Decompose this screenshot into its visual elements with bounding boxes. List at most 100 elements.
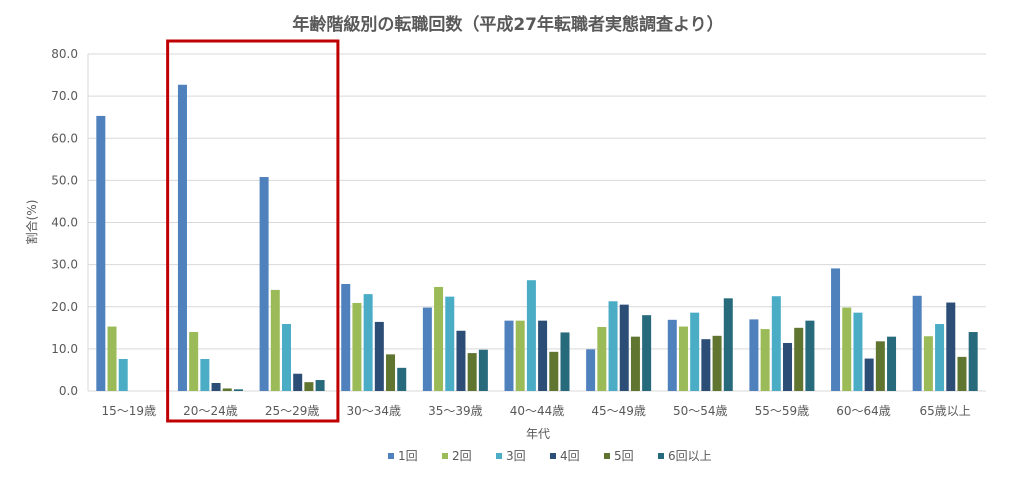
bar	[760, 329, 770, 391]
bar	[831, 268, 841, 391]
bar	[107, 326, 117, 391]
legend-label: 2回	[452, 449, 472, 463]
bar	[445, 296, 455, 391]
grid-lines	[87, 53, 986, 392]
y-tick-label: 70.0	[51, 89, 78, 103]
bar	[608, 301, 618, 391]
legend-swatch	[550, 453, 556, 459]
bar	[667, 319, 677, 391]
bar	[619, 304, 629, 391]
x-axis-ticks: 15～19歳 20～24歳 25～29歳 30～34歳 35～39歳 40～44歳 45～4…	[102, 404, 971, 418]
bar	[771, 296, 781, 391]
bar	[352, 302, 362, 391]
bar	[526, 280, 536, 391]
y-axis-label: 割合(%)	[24, 200, 39, 245]
legend-label: 1回	[398, 449, 418, 463]
x-tick-label: 60～64歳	[836, 404, 891, 418]
legend-label: 6回以上	[668, 449, 712, 463]
legend-swatch	[496, 453, 502, 459]
bar	[968, 332, 978, 391]
x-tick-label: 20～24歳	[183, 404, 238, 418]
bar	[690, 312, 700, 391]
bar	[270, 289, 280, 391]
bar	[887, 336, 897, 391]
bar	[200, 358, 210, 391]
x-tick-label: 45～49歳	[591, 404, 646, 418]
bar	[341, 284, 351, 391]
y-tick-label: 30.0	[51, 258, 78, 272]
y-tick-label: 80.0	[51, 47, 78, 61]
bar	[211, 382, 221, 391]
bar	[946, 302, 956, 391]
bar	[259, 177, 269, 391]
bar	[749, 319, 759, 391]
highlight-rect	[166, 39, 340, 423]
bar	[374, 321, 384, 391]
bar	[315, 380, 325, 391]
bar	[467, 353, 477, 391]
bar	[701, 339, 711, 391]
bar	[363, 294, 373, 391]
bar	[935, 324, 945, 391]
x-tick-label: 40～44歳	[510, 404, 565, 418]
y-axis-ticks: 0.0 10.0 20.0 30.0 40.0 50.0 60.0 70.0 80.0	[51, 47, 78, 398]
bar	[957, 356, 967, 391]
bar	[504, 320, 514, 391]
x-axis-label: 年代	[526, 427, 550, 441]
legend-swatch	[604, 453, 610, 459]
bar	[386, 354, 396, 391]
highlight-box	[166, 39, 340, 423]
x-tick-label: 35～39歳	[428, 404, 483, 418]
y-tick-label: 20.0	[51, 300, 78, 314]
bar	[794, 327, 804, 391]
bar	[434, 286, 444, 391]
bars	[96, 84, 978, 391]
bar	[842, 307, 852, 391]
bar	[538, 320, 548, 391]
bar	[805, 320, 815, 391]
bar	[853, 312, 863, 391]
bar	[233, 389, 243, 391]
legend: 1回 2回 3回 4回 5回 6回以上	[388, 449, 712, 463]
bar	[456, 330, 466, 391]
legend-swatch	[442, 453, 448, 459]
bar	[293, 373, 303, 391]
bar	[549, 351, 559, 391]
x-tick-label: 65歳以上	[920, 404, 971, 418]
bar	[560, 332, 570, 391]
y-tick-label: 10.0	[51, 342, 78, 356]
legend-swatch	[658, 453, 664, 459]
y-tick-label: 50.0	[51, 173, 78, 187]
bar	[912, 295, 922, 391]
bar	[222, 388, 232, 391]
y-tick-label: 60.0	[51, 131, 78, 145]
bar	[478, 349, 488, 391]
bar	[875, 341, 885, 391]
bar	[281, 324, 291, 391]
bar	[783, 342, 793, 391]
legend-label: 4回	[560, 449, 580, 463]
bar	[630, 336, 640, 391]
bar	[864, 358, 874, 391]
x-tick-label: 25～29歳	[265, 404, 320, 418]
legend-label: 5回	[614, 449, 634, 463]
bar	[678, 326, 688, 391]
bar	[422, 307, 432, 391]
legend-swatch	[388, 453, 394, 459]
bar	[118, 358, 128, 391]
bar	[177, 84, 187, 391]
bar	[586, 349, 596, 391]
bar	[515, 320, 525, 391]
x-tick-label: 15～19歳	[102, 404, 157, 418]
y-tick-label: 40.0	[51, 216, 78, 230]
y-tick-label: 0.0	[59, 384, 78, 398]
bar	[923, 336, 933, 391]
bar	[712, 335, 722, 391]
bar	[189, 332, 199, 391]
x-tick-label: 55～59歳	[755, 404, 810, 418]
bar	[723, 298, 733, 391]
bar	[304, 382, 314, 391]
bar	[642, 315, 652, 391]
bar	[96, 115, 106, 391]
